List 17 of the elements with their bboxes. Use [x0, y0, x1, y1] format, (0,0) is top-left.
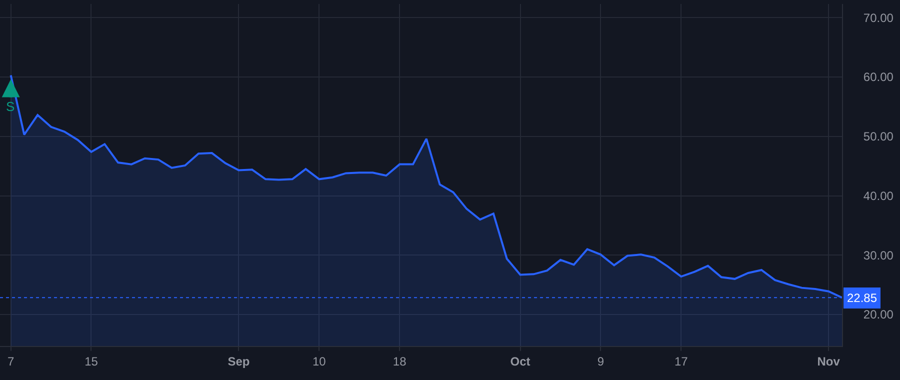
y-tick-label: 30.00 — [863, 248, 894, 262]
y-tick-label: 20.00 — [863, 308, 894, 322]
x-tick-label: 9 — [597, 354, 604, 368]
x-tick-label: 7 — [7, 354, 14, 368]
ref-line-label: 22.85 — [847, 291, 878, 305]
y-tick-label: 60.00 — [863, 70, 894, 84]
x-tick-label: Oct — [510, 354, 530, 368]
y-tick-label: 40.00 — [863, 188, 894, 203]
y-tick-label: 50.00 — [863, 130, 894, 144]
x-tick-label: 10 — [312, 354, 326, 368]
x-tick-label: 17 — [674, 354, 688, 368]
x-tick-label: Nov — [817, 354, 840, 368]
x-tick-label: 15 — [84, 354, 98, 368]
annotation: S — [6, 99, 15, 114]
y-tick-label: 70.00 — [863, 10, 894, 25]
x-tick-label: Sep — [228, 354, 250, 368]
x-tick-label: 18 — [392, 354, 407, 368]
